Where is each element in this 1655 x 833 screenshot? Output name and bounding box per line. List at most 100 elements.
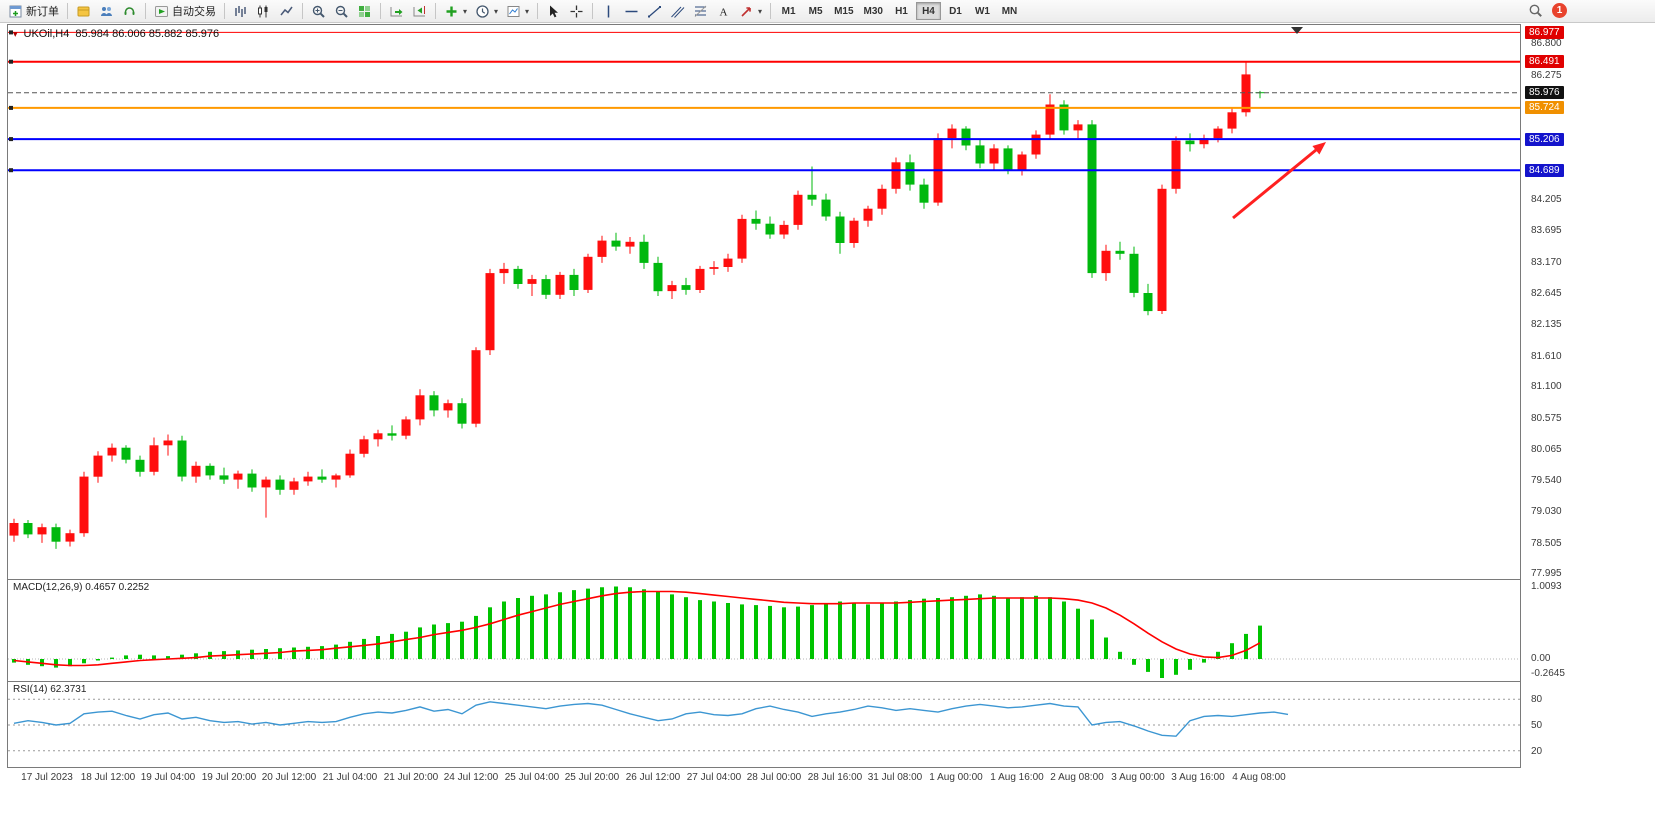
toolbar-separator	[302, 3, 303, 19]
rsi-axis: 80 50 20	[1523, 683, 1595, 770]
toolbar-group	[229, 1, 298, 21]
price-badge: 84.689	[1525, 164, 1564, 177]
macd-panel[interactable]: MACD(12,26,9) 0.4657 0.2252	[8, 579, 1520, 681]
text-button[interactable]: A	[712, 1, 735, 21]
text-icon: A	[716, 4, 731, 19]
market-watch-icon	[99, 4, 114, 19]
templates-icon	[506, 4, 521, 19]
rsi-canvas[interactable]	[8, 682, 1520, 767]
market-watch-button[interactable]	[95, 1, 118, 21]
timeframe-m15-button[interactable]: M15	[830, 2, 857, 20]
time-axis-label: 21 Jul 20:00	[383, 772, 439, 783]
toolbar-group: A ▾	[597, 1, 766, 21]
time-axis-label: 31 Jul 08:00	[867, 772, 923, 783]
new-order-button[interactable]: 新订单	[4, 1, 63, 21]
support-icon	[122, 4, 137, 19]
vertical-line-icon	[601, 4, 616, 19]
rsi-axis-label: 80	[1531, 694, 1543, 705]
chart-shift-marker	[1291, 27, 1303, 34]
chevron-down-icon: ▾	[758, 6, 763, 16]
time-axis-label: 19 Jul 04:00	[140, 772, 196, 783]
new-order-icon	[8, 4, 23, 19]
time-axis-label: 27 Jul 04:00	[686, 772, 742, 783]
fibonacci-icon	[693, 4, 708, 19]
chart-title: ▾ UKOil,H4 85.984 86.006 85.882 85.976	[13, 28, 219, 40]
templates-button[interactable]: ▾	[502, 1, 533, 21]
tile-windows-icon	[357, 4, 372, 19]
autotrading-label: 自动交易	[172, 6, 216, 18]
toolbar-group	[542, 1, 588, 21]
timeframe-m1-button[interactable]: M1	[776, 2, 801, 20]
toolbar: 新订单 自动交易 ▾ ▾ ▾ A ▾ M1 M5 M15 M30 H1 H4 D1 W1 MN 1	[0, 0, 1655, 23]
time-axis-label: 25 Jul 20:00	[564, 772, 620, 783]
auto-scroll-button[interactable]	[385, 1, 408, 21]
macd-canvas[interactable]	[8, 580, 1520, 681]
price-axis-label: 81.100	[1531, 381, 1562, 392]
cursor-button[interactable]	[542, 1, 565, 21]
price-badge: 85.724	[1525, 101, 1564, 114]
price-axis-column[interactable]: 86.800 86.275 84.205 83.695 83.170 82.645 82.1…	[1523, 25, 1595, 770]
support-button[interactable]	[118, 1, 141, 21]
channel-button[interactable]	[666, 1, 689, 21]
shapes-icon	[739, 4, 754, 19]
chevron-down-icon: ▾	[494, 6, 499, 16]
zoom-out-icon	[334, 4, 349, 19]
chart-shift-icon	[412, 4, 427, 19]
price-axis-label: 82.135	[1531, 319, 1562, 330]
candlestick-button[interactable]	[252, 1, 275, 21]
price-axis-label: 86.800	[1531, 38, 1562, 49]
timeframe-mn-button[interactable]: MN	[997, 2, 1022, 20]
horizontal-line-button[interactable]	[620, 1, 643, 21]
periods-button[interactable]: ▾	[471, 1, 502, 21]
timeframe-d1-button[interactable]: D1	[943, 2, 968, 20]
favorites-button[interactable]	[72, 1, 95, 21]
zoom-in-button[interactable]	[307, 1, 330, 21]
notification-badge[interactable]: 1	[1552, 3, 1567, 18]
trendline-button[interactable]	[643, 1, 666, 21]
line-chart-button[interactable]	[275, 1, 298, 21]
indicators-icon	[444, 4, 459, 19]
rsi-panel[interactable]: RSI(14) 62.3731	[8, 681, 1520, 767]
indicators-button[interactable]: ▾	[440, 1, 471, 21]
main-chart-panel[interactable]: ▾ UKOil,H4 85.984 86.006 85.882 85.976	[8, 25, 1520, 579]
timeframe-m5-button[interactable]: M5	[803, 2, 828, 20]
periods-icon	[475, 4, 490, 19]
new-order-label: 新订单	[26, 6, 59, 18]
timeframe-w1-button[interactable]: W1	[970, 2, 995, 20]
timeframe-m30-button[interactable]: M30	[860, 2, 887, 20]
autotrading-icon	[154, 4, 169, 19]
toolbar-separator	[380, 3, 381, 19]
main-chart-canvas[interactable]	[8, 25, 1520, 579]
bar-chart-button[interactable]	[229, 1, 252, 21]
price-axis[interactable]: 86.800 86.275 84.205 83.695 83.170 82.645 82.1…	[1523, 25, 1595, 580]
search-icon[interactable]	[1528, 3, 1543, 18]
vertical-line-button[interactable]	[597, 1, 620, 21]
time-axis-label: 3 Aug 16:00	[1171, 772, 1225, 783]
toolbar-separator	[537, 3, 539, 19]
price-axis-label: 86.275	[1531, 70, 1562, 81]
price-axis-label: 82.645	[1531, 288, 1562, 299]
shapes-button[interactable]: ▾	[735, 1, 766, 21]
toolbar-group: 新订单	[4, 1, 63, 21]
toolbar-group	[307, 1, 376, 21]
price-axis-label: 77.995	[1531, 568, 1562, 579]
price-axis-label: 83.170	[1531, 257, 1562, 268]
zoom-out-button[interactable]	[330, 1, 353, 21]
tile-windows-button[interactable]	[353, 1, 376, 21]
chart-symbol-label: UKOil,H4	[23, 28, 70, 40]
rsi-axis-label: 20	[1531, 746, 1543, 757]
autotrading-button[interactable]: 自动交易	[150, 1, 220, 21]
channel-icon	[670, 4, 685, 19]
timeframe-h1-button[interactable]: H1	[889, 2, 914, 20]
chart-shift-button[interactable]	[408, 1, 431, 21]
price-badge: 85.206	[1525, 133, 1564, 146]
bar-chart-icon	[233, 4, 248, 19]
toolbar-separator	[592, 3, 594, 19]
fibonacci-button[interactable]	[689, 1, 712, 21]
crosshair-button[interactable]	[565, 1, 588, 21]
timeframe-h4-button[interactable]: H4	[915, 2, 941, 20]
line-chart-icon	[279, 4, 294, 19]
time-axis-label: 18 Jul 12:00	[80, 772, 136, 783]
time-axis[interactable]: 17 Jul 2023 18 Jul 12:00 19 Jul 04:00 19 Ju…	[7, 772, 1521, 786]
time-axis-label: 25 Jul 04:00	[504, 772, 560, 783]
